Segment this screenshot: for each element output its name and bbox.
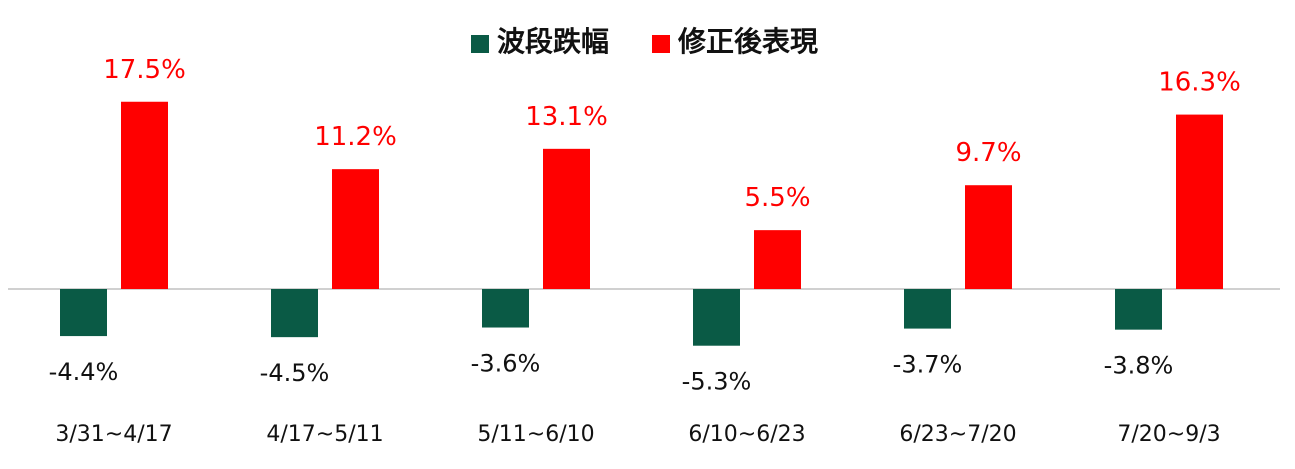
- category-label-2: 4/17~5/11: [266, 422, 383, 447]
- data-label-series-2-4: 5.5%: [744, 183, 810, 213]
- data-label-series-2-6: 16.3%: [1158, 68, 1241, 98]
- legend-label-series-2: 修正後表現: [677, 25, 818, 58]
- legend-label-series-1: 波段跌幅: [497, 25, 609, 58]
- bar-series-2-5: [965, 185, 1012, 289]
- bar-series-2-4: [754, 230, 801, 289]
- legend: 波段跌幅 修正後表現: [471, 25, 818, 58]
- data-label-series-1-4: -5.3%: [682, 368, 752, 396]
- bar-series-1-6: [1115, 289, 1162, 330]
- data-label-series-2-5: 9.7%: [955, 138, 1021, 168]
- bar-series-1-1: [60, 289, 107, 337]
- data-label-series-2-3: 13.1%: [525, 102, 608, 132]
- data-labels: -4.4% 17.5% -4.5% 11.2% -3.6% 13.1% -5.3% 5.5% -…: [49, 55, 1241, 396]
- category-label-5: 6/23~7/20: [899, 422, 1016, 447]
- bar-series-2-1: [121, 101, 168, 289]
- data-label-series-1-6: -3.8%: [1104, 352, 1174, 380]
- legend-swatch-series-1: [471, 35, 489, 53]
- category-label-4: 6/10~6/23: [688, 422, 805, 447]
- bar-series-1-3: [482, 289, 529, 328]
- bar-series-1-2: [271, 289, 318, 338]
- bar-series-1-5: [904, 289, 951, 329]
- category-label-3: 5/11~6/10: [477, 422, 594, 447]
- data-label-series-2-1: 17.5%: [103, 55, 186, 85]
- category-label-1: 3/31~4/17: [55, 422, 172, 447]
- data-label-series-2-2: 11.2%: [314, 122, 397, 152]
- data-label-series-1-2: -4.5%: [260, 359, 330, 387]
- bars: [60, 101, 1223, 346]
- legend-swatch-series-2: [652, 35, 670, 53]
- bar-series-1-4: [693, 289, 740, 346]
- bar-series-2-6: [1176, 114, 1223, 289]
- data-label-series-1-1: -4.4%: [49, 358, 119, 386]
- category-labels: 3/31~4/17 4/17~5/11 5/11~6/10 6/10~6/23 6/23…: [55, 422, 1220, 447]
- bar-series-2-3: [543, 148, 590, 289]
- data-label-series-1-3: -3.6%: [471, 350, 541, 378]
- bar-series-2-2: [332, 169, 379, 289]
- data-label-series-1-5: -3.7%: [893, 351, 963, 379]
- category-label-6: 7/20~9/3: [1117, 422, 1220, 447]
